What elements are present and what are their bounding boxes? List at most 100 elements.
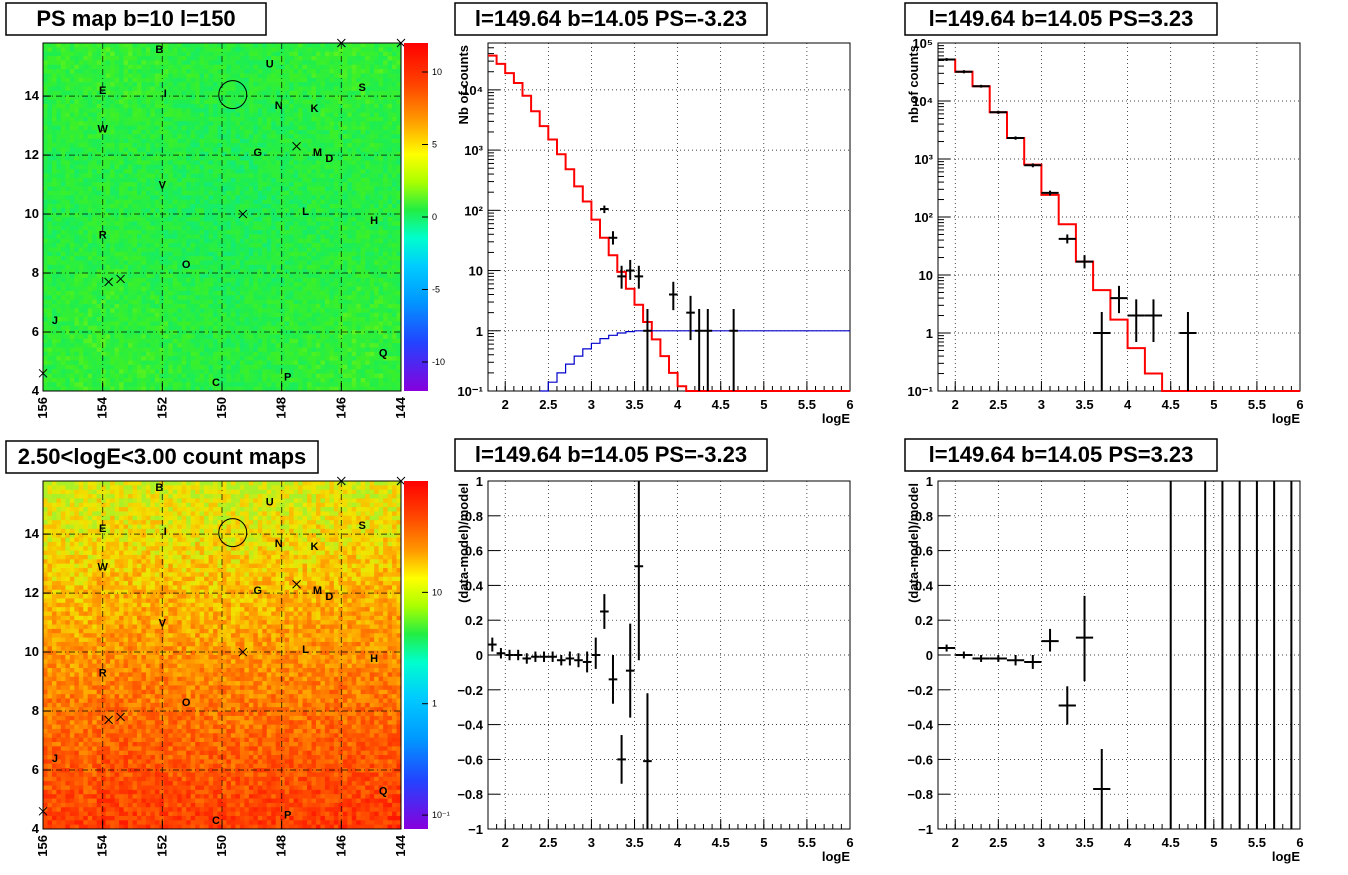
map-pixel [284, 116, 290, 122]
map-pixel [284, 99, 290, 105]
map-pixel [150, 77, 156, 83]
map-pixel [168, 247, 174, 253]
map-pixel [154, 173, 160, 179]
map-pixel [324, 217, 330, 222]
map-pixel [43, 208, 48, 214]
map-pixel [333, 121, 339, 127]
map-pixel [136, 138, 142, 144]
map-pixel [324, 282, 330, 288]
map-pixel [154, 182, 160, 188]
map-pixel [123, 238, 129, 244]
map-pixel [244, 103, 250, 109]
map-pixel [396, 234, 401, 240]
map-pixel [208, 225, 214, 231]
map-pixel [289, 256, 295, 261]
map-pixel [271, 203, 277, 209]
map-pixel [342, 212, 348, 218]
map-pixel [132, 151, 138, 157]
map-pixel [60, 269, 66, 275]
map-pixel [204, 199, 210, 205]
map-pixel [74, 269, 80, 275]
map-pixel [298, 208, 304, 214]
map-pixel [396, 164, 401, 170]
map-pixel [114, 56, 120, 61]
map-pixel [128, 195, 133, 201]
map-pixel [289, 282, 295, 288]
map-pixel [374, 203, 380, 209]
map-pixel [374, 73, 380, 79]
map-pixel [338, 177, 344, 183]
map-pixel [320, 47, 326, 53]
map-pixel [195, 47, 201, 53]
map-pixel [342, 256, 348, 261]
map-pixel [378, 95, 384, 101]
map-pixel [253, 304, 259, 309]
map-pixel [69, 90, 75, 96]
map-pixel [347, 264, 353, 270]
map-pixel [271, 77, 277, 83]
map-pixel [101, 82, 107, 87]
map-pixel [51, 69, 57, 74]
map-pixel [181, 47, 187, 53]
map-pixel [347, 64, 353, 70]
map-pixel [356, 234, 362, 240]
map-pixel [168, 95, 174, 101]
map-pixel [356, 295, 362, 301]
map-pixel [132, 217, 138, 222]
map-pixel [387, 143, 393, 148]
map-pixel [365, 247, 371, 253]
map-pixel [351, 121, 357, 127]
map-pixel [360, 304, 366, 309]
map-pixel [43, 225, 48, 231]
map-pixel [244, 169, 250, 174]
map-pixel [83, 143, 89, 148]
map-pixel [150, 238, 156, 244]
map-pixel [387, 90, 393, 96]
map-pixel [253, 90, 259, 96]
map-pixel [168, 208, 174, 214]
map-pixel [47, 108, 53, 114]
map-pixel [105, 77, 111, 83]
map-pixel [114, 64, 120, 70]
map-pixel [136, 177, 142, 183]
map-pixel [128, 212, 133, 218]
map-pixel [172, 256, 178, 261]
map-pixel [360, 147, 366, 153]
map-pixel [83, 47, 89, 53]
map-pixel [369, 147, 375, 153]
map-pixel [145, 273, 151, 279]
map-pixel [78, 221, 84, 227]
map-pixel [369, 169, 375, 174]
map-pixel [56, 295, 62, 301]
map-pixel [163, 103, 169, 109]
map-pixel [43, 138, 48, 144]
map-pixel [333, 151, 339, 157]
map-pixel [307, 60, 312, 66]
map-pixel [65, 77, 71, 83]
map-pixel [213, 251, 219, 257]
map-pixel [271, 260, 277, 266]
map-pixel [199, 195, 205, 201]
map-pixel [43, 221, 48, 227]
map-pixel [257, 286, 263, 292]
map-pixel [262, 121, 268, 127]
map-pixel [338, 86, 344, 92]
map-pixel [190, 256, 196, 261]
map-pixel [298, 225, 304, 231]
map-pixel [83, 277, 89, 283]
map-pixel [105, 173, 111, 179]
map-pixel [186, 164, 192, 170]
map-pixel [141, 151, 147, 157]
map-pixel [222, 230, 227, 235]
map-pixel [154, 160, 160, 166]
map-pixel [87, 269, 93, 275]
map-pixel [284, 82, 290, 87]
map-pixel [43, 69, 48, 74]
map-pixel [69, 138, 75, 144]
map-pixel [383, 99, 389, 105]
map-pixel [266, 177, 272, 183]
map-pixel [190, 125, 196, 131]
map-pixel [199, 290, 205, 296]
map-pixel [320, 234, 326, 240]
map-pixel [248, 73, 254, 79]
